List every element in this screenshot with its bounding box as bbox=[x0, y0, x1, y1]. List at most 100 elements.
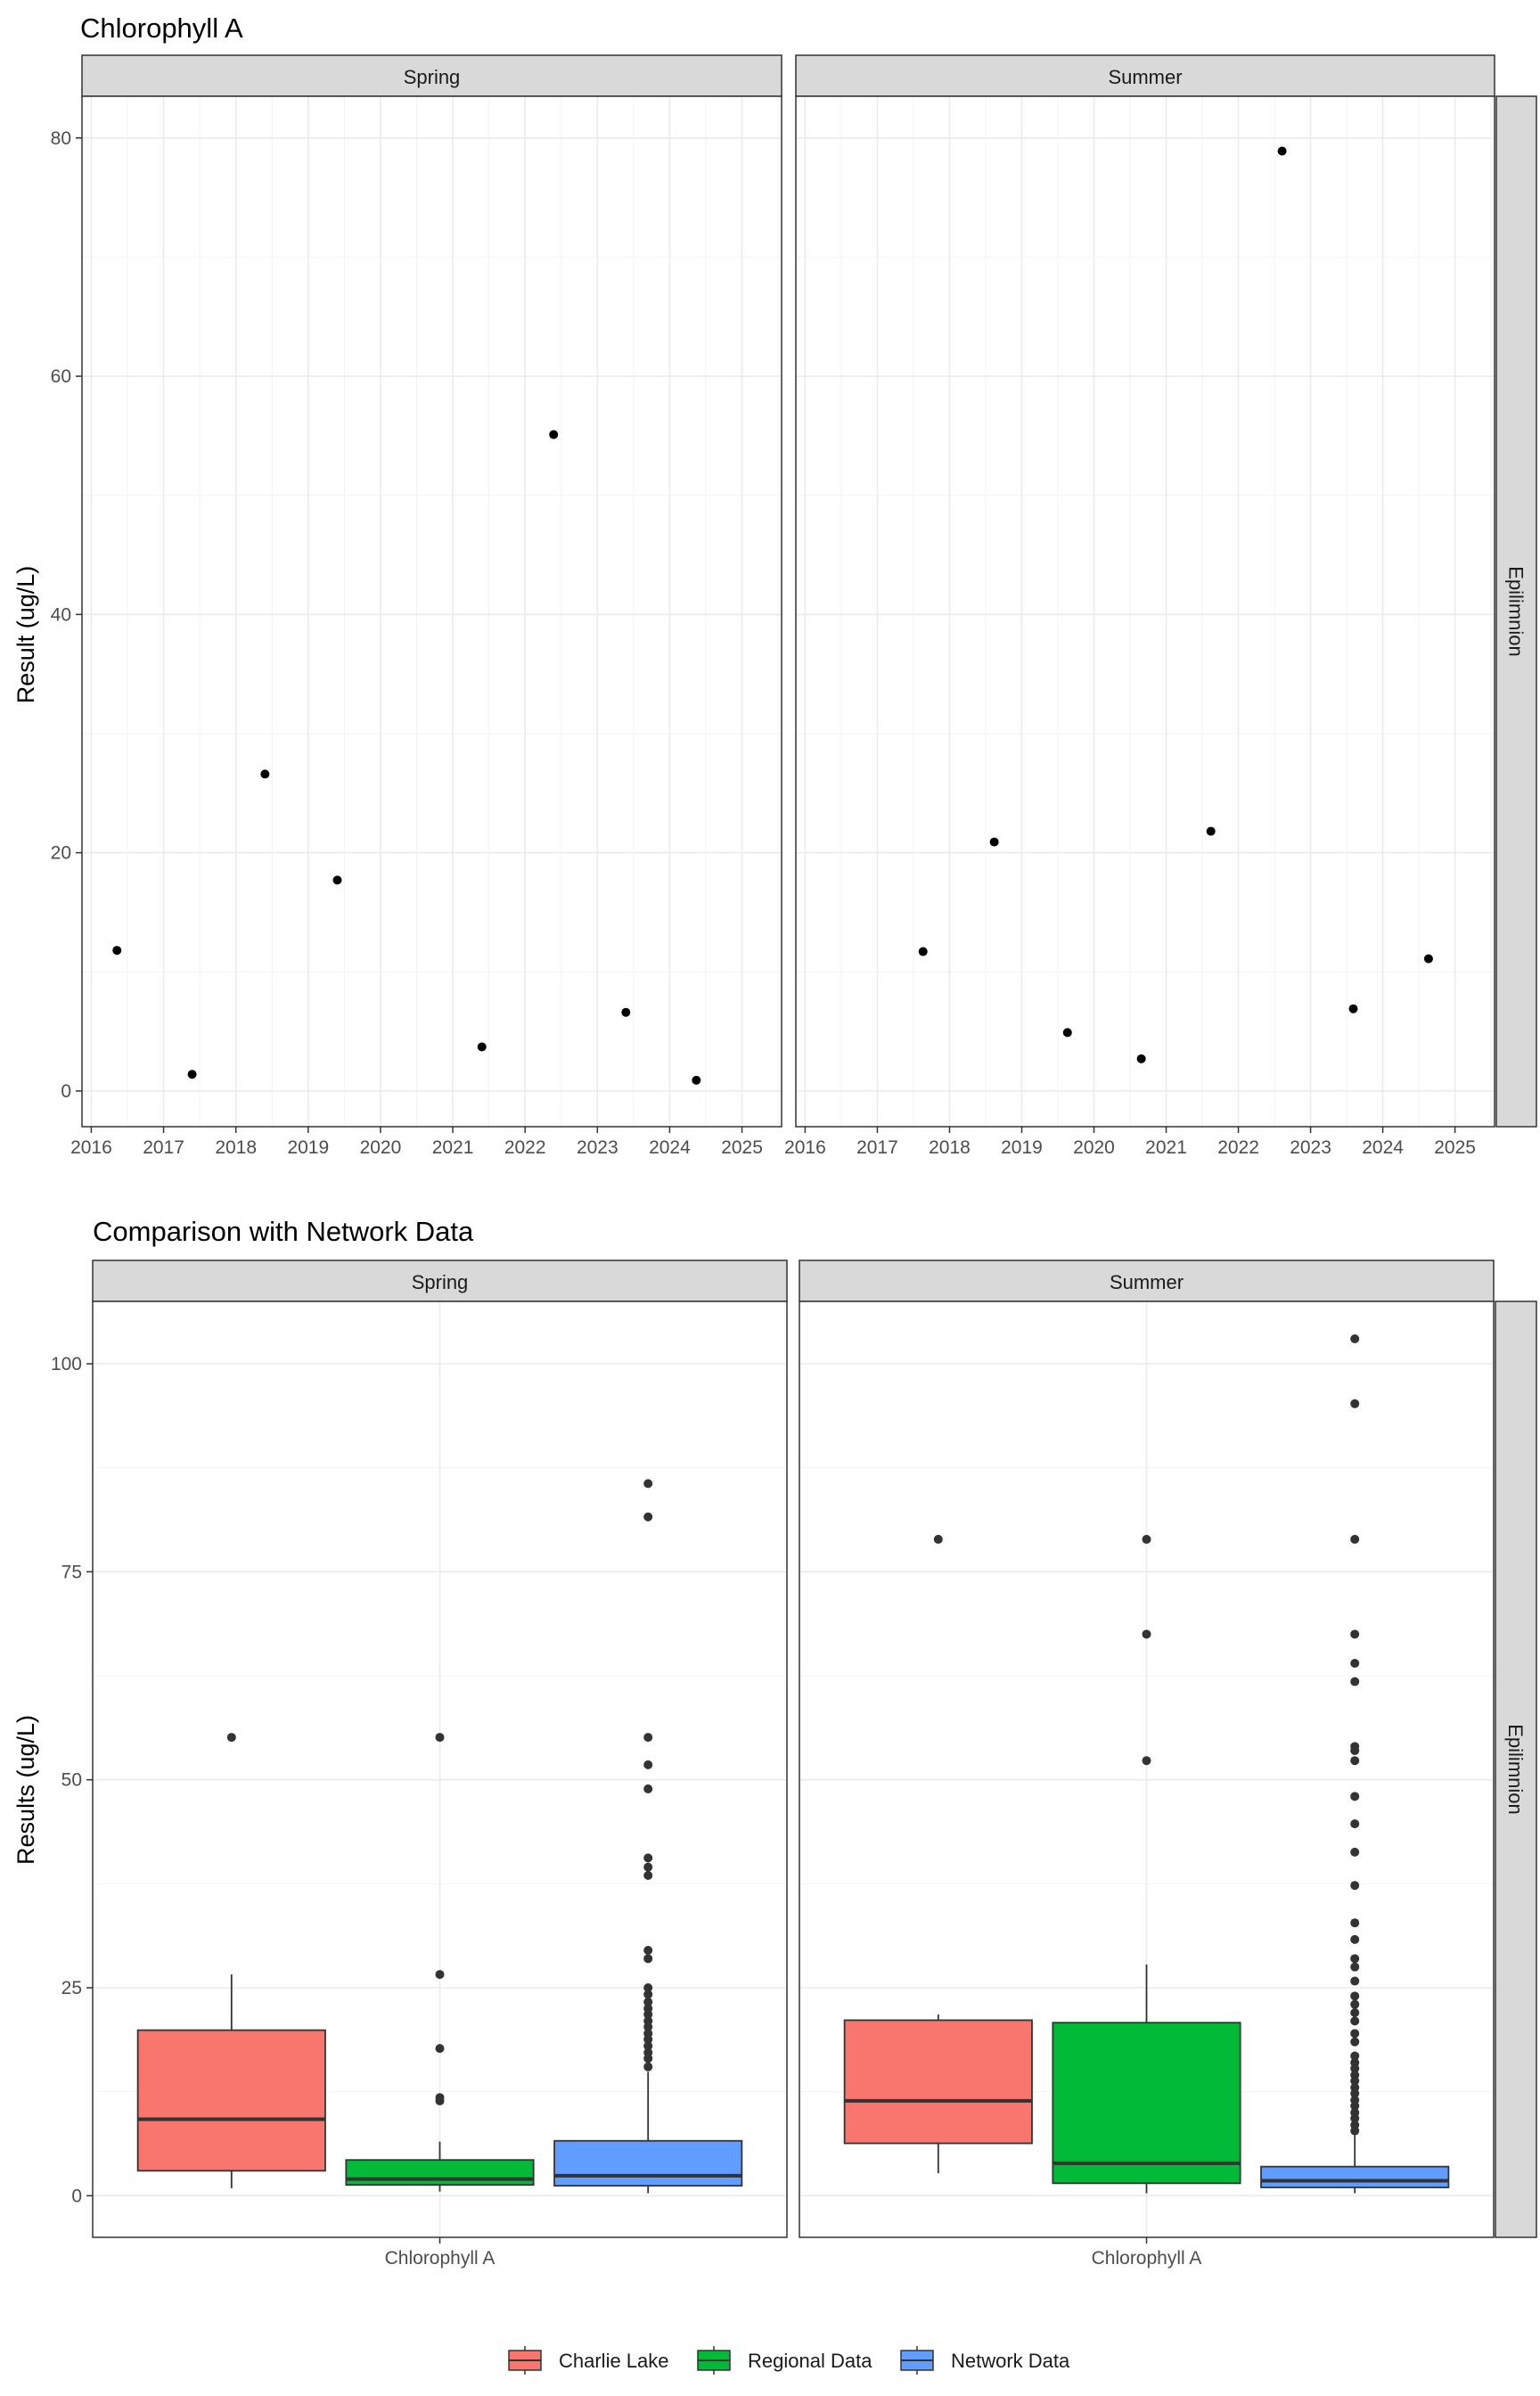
outlier-point-11 bbox=[643, 1990, 653, 1999]
data-point-spring-1 bbox=[187, 1070, 197, 1079]
outlier-point-19 bbox=[643, 1760, 653, 1769]
outlier-point-16 bbox=[643, 1862, 653, 1872]
box-body bbox=[553, 2139, 743, 2187]
y-tick-label: 0 bbox=[61, 1081, 71, 1102]
box-spring-regional-data bbox=[345, 1733, 535, 2192]
outlier-point-2 bbox=[643, 2047, 653, 2057]
row-strip bbox=[1495, 1301, 1537, 2238]
x-tick-label: 2016 bbox=[70, 1137, 112, 1158]
legend-item-regional-data: Regional Data bbox=[697, 2346, 872, 2375]
outlier-point-5 bbox=[1350, 2096, 1360, 2105]
data-point-spring-2 bbox=[260, 769, 270, 779]
data-point-summer-2 bbox=[1062, 1028, 1072, 1038]
outlier-point-19 bbox=[1350, 1976, 1360, 1986]
y-tick-label: 20 bbox=[51, 843, 71, 864]
outlier-point-7 bbox=[1350, 2083, 1360, 2092]
x-tick-label: 2020 bbox=[1073, 1137, 1115, 1158]
outlier-point-2 bbox=[1142, 1534, 1151, 1544]
x-tick-label: Chlorophyll A bbox=[1092, 2248, 1202, 2269]
box-spring-charlie-lake bbox=[136, 1733, 326, 2188]
x-tick-label: 2022 bbox=[1217, 1137, 1259, 1158]
outlier-point-16 bbox=[1350, 2008, 1360, 2017]
facet-strip-label: Summer bbox=[1108, 66, 1182, 88]
facet-strip-label: Spring bbox=[412, 1271, 469, 1293]
x-tick-label: 2018 bbox=[929, 1137, 971, 1158]
box-summer-charlie-lake bbox=[843, 1534, 1033, 2174]
data-point-summer-4 bbox=[1206, 826, 1216, 836]
outlier-point-20 bbox=[643, 1733, 653, 1743]
outlier-point-13 bbox=[643, 1954, 653, 1964]
outlier-point-35 bbox=[1350, 1399, 1360, 1408]
outlier-point-7 bbox=[643, 2016, 653, 2026]
outlier-point-18 bbox=[1350, 1991, 1360, 2001]
outlier-point-20 bbox=[1350, 1962, 1360, 1972]
x-tick-label: 2021 bbox=[1145, 1137, 1187, 1158]
box-summer-network-data bbox=[1260, 1334, 1450, 2194]
box-body bbox=[1052, 2022, 1241, 2185]
panel-border bbox=[795, 95, 1495, 1128]
outlier-point-3 bbox=[1350, 2108, 1360, 2117]
facet-strip-summer bbox=[799, 1260, 1495, 1302]
x-tick-label: 2020 bbox=[360, 1137, 402, 1158]
x-tick-label: 2024 bbox=[649, 1137, 691, 1158]
outlier-point-17 bbox=[1350, 1999, 1360, 2009]
outlier-point-30 bbox=[1350, 1742, 1360, 1752]
outlier-point-25 bbox=[1350, 1847, 1360, 1857]
outlier-point-18 bbox=[643, 1784, 653, 1793]
box-body bbox=[843, 2019, 1033, 2145]
chart-title-comparison: Comparison with Network Data bbox=[93, 1216, 474, 1247]
outlier-point-36 bbox=[1350, 1334, 1360, 1343]
facet-strip-spring bbox=[92, 1260, 788, 1302]
x-tick-label: 2018 bbox=[215, 1137, 257, 1158]
outlier-point-3 bbox=[435, 1970, 445, 1980]
legend-item-charlie-lake: Charlie Lake bbox=[508, 2346, 669, 2375]
y-tick-label: 40 bbox=[51, 604, 71, 625]
data-point-spring-6 bbox=[621, 1007, 631, 1017]
boxplot-panels: Spring Chlorophyll A Summer Chlorophyll A 0 2… bbox=[51, 1260, 1537, 2269]
panel-border bbox=[81, 95, 782, 1128]
outlier-point-5 bbox=[643, 2029, 653, 2039]
outlier-point-34 bbox=[1350, 1534, 1360, 1544]
legend-label: Network Data bbox=[951, 2350, 1070, 2372]
outlier-point-1 bbox=[1350, 2121, 1360, 2129]
outlier-point-14 bbox=[643, 1946, 653, 1955]
outlier-point-12 bbox=[1350, 2051, 1360, 2061]
outlier-point-22 bbox=[643, 1479, 653, 1489]
box-spring-network-data bbox=[553, 1479, 743, 2194]
outlier-point-10 bbox=[643, 1997, 653, 2006]
outlier-point-15 bbox=[1350, 2016, 1360, 2026]
outlier-point-1 bbox=[1142, 1629, 1151, 1639]
x-tick-label: 2019 bbox=[1001, 1137, 1043, 1158]
x-tick-label: 2025 bbox=[1434, 1137, 1476, 1158]
x-tick-label: 2022 bbox=[504, 1137, 546, 1158]
y-tick-label: 0 bbox=[71, 2186, 82, 2206]
y-tick-label: 80 bbox=[51, 128, 71, 149]
outlier-point-0 bbox=[643, 2062, 653, 2072]
data-point-summer-6 bbox=[1348, 1004, 1358, 1013]
x-tick-label: 2025 bbox=[721, 1137, 763, 1158]
outlier-point-32 bbox=[1350, 1659, 1360, 1668]
data-point-spring-7 bbox=[692, 1075, 701, 1085]
outlier-point-0 bbox=[933, 1534, 943, 1544]
facet-strip-label: Summer bbox=[1110, 1271, 1184, 1293]
chart-title-chlorophyll: Chlorophyll A bbox=[80, 12, 243, 44]
x-tick-label: 2016 bbox=[784, 1137, 826, 1158]
facet-strip-label: Spring bbox=[404, 66, 461, 88]
panel-border bbox=[92, 1301, 788, 2238]
data-point-summer-3 bbox=[1136, 1054, 1146, 1063]
legend: Charlie Lake Regional Data Network Data bbox=[508, 2346, 1070, 2375]
outlier-point-31 bbox=[1350, 1677, 1360, 1686]
outlier-point-24 bbox=[1350, 1881, 1360, 1891]
x-tick-label: 2017 bbox=[143, 1137, 184, 1158]
outlier-point-11 bbox=[1350, 2058, 1360, 2067]
x-tick-label: 2023 bbox=[1290, 1137, 1331, 1158]
outlier-point-28 bbox=[1350, 1756, 1360, 1766]
outlier-point-21 bbox=[1350, 1954, 1360, 1964]
panel-border bbox=[799, 1301, 1495, 2238]
data-point-summer-1 bbox=[989, 837, 999, 847]
legend-label: Charlie Lake bbox=[559, 2350, 669, 2372]
outlier-point-13 bbox=[1350, 2037, 1360, 2047]
x-tick-label: 2023 bbox=[577, 1137, 618, 1158]
y-axis-title-boxplot: Results (ug/L) bbox=[12, 1715, 39, 1865]
